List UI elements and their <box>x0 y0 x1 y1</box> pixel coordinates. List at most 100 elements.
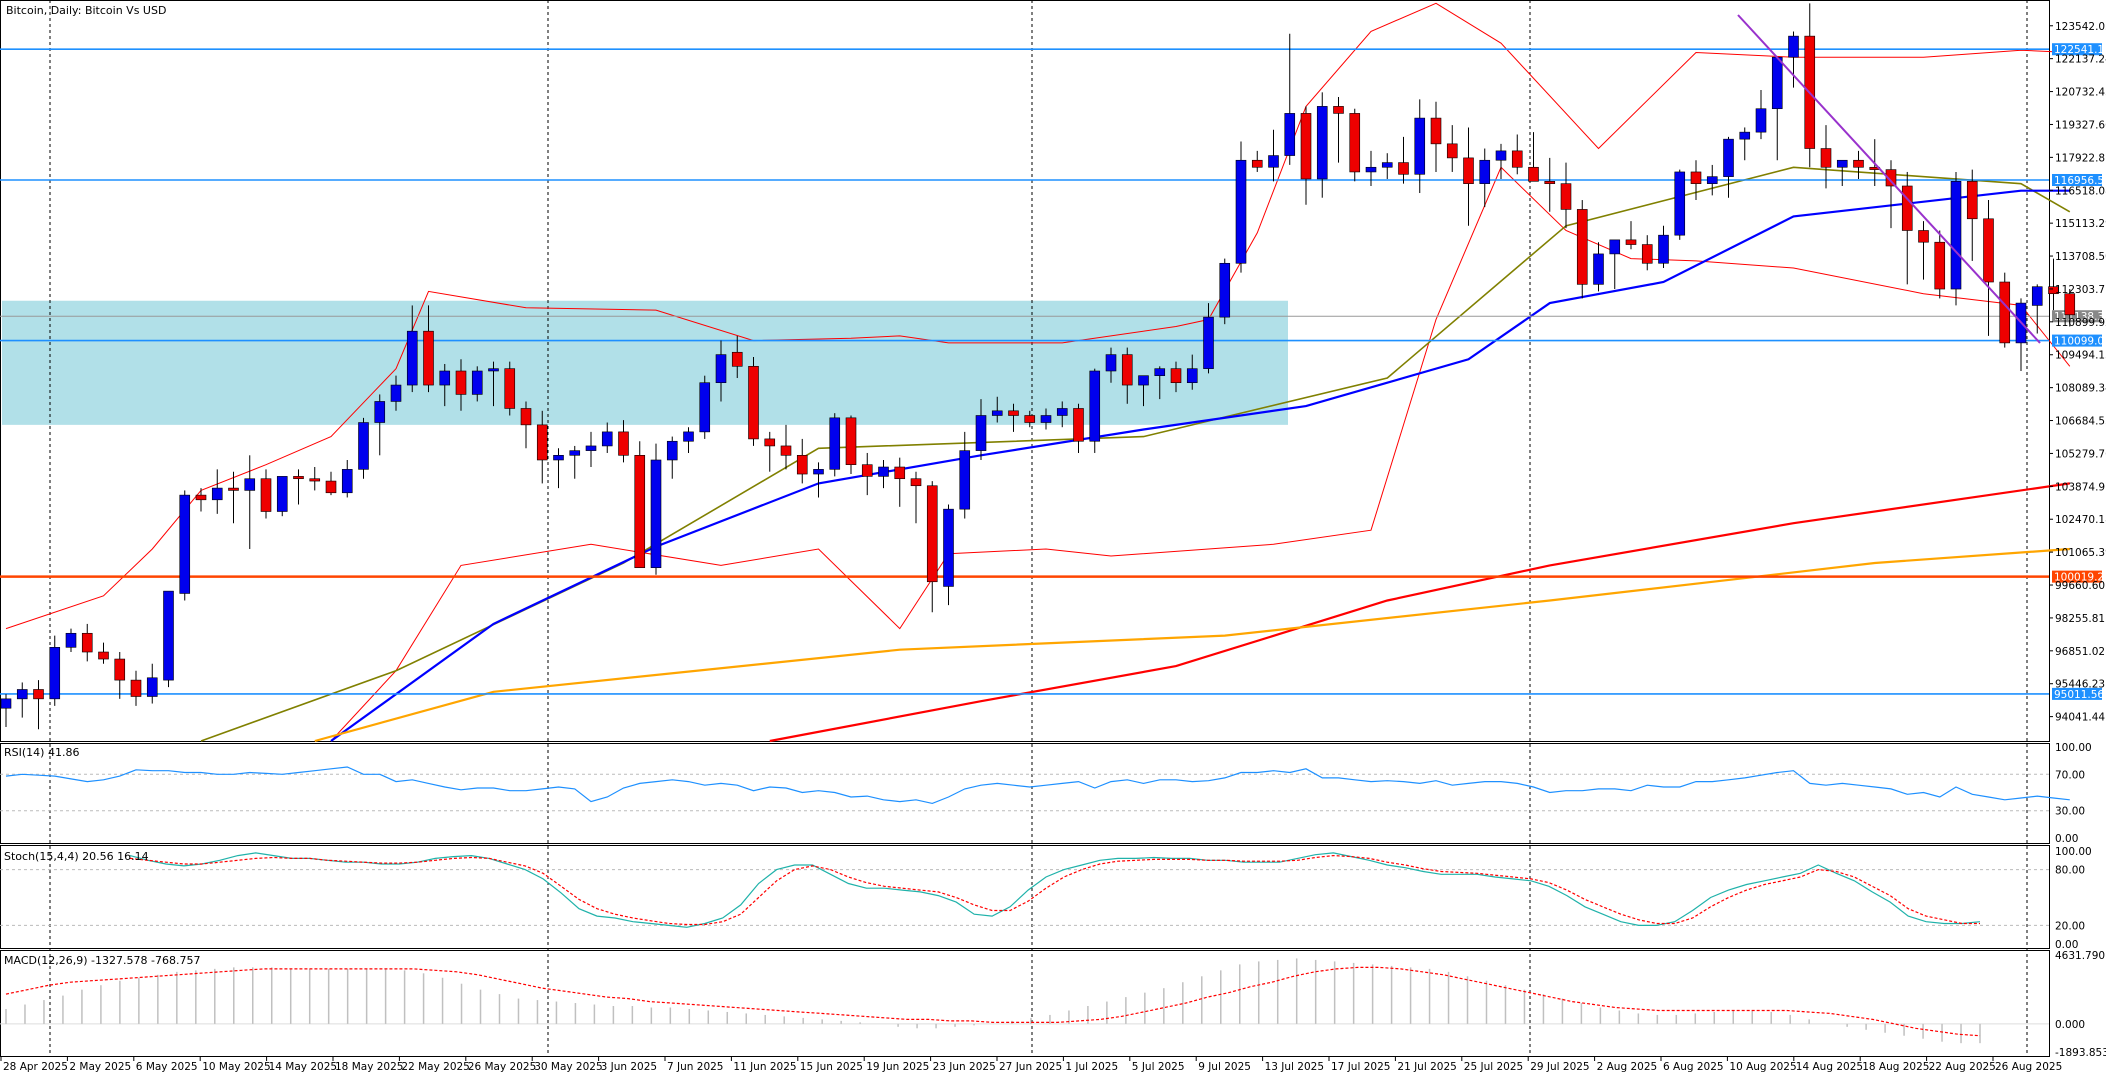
candle-body <box>1885 169 1897 187</box>
x-tick-label: 22 Aug 2025 <box>1929 1061 1996 1073</box>
candle-body <box>244 478 256 491</box>
rsi-tick-label: 0.00 <box>2055 833 2078 845</box>
candle-body <box>1788 35 1799 58</box>
candle-body <box>894 466 906 480</box>
x-tick-label: 28 Apr 2025 <box>3 1061 68 1073</box>
stoch-tick-label: 100.00 <box>2055 846 2092 858</box>
candle-body <box>439 370 451 386</box>
macd-tick-label: 0.000 <box>2055 1019 2085 1031</box>
candle-body <box>585 445 597 451</box>
y-tick-label: 109494.13 <box>2055 350 2106 362</box>
x-tick-label: 11 Jun 2025 <box>733 1061 796 1073</box>
x-tick-label: 10 May 2025 <box>202 1061 270 1073</box>
candle-body <box>780 445 792 456</box>
candle-body <box>49 647 61 700</box>
y-tick-label: 99660.60 <box>2055 580 2105 592</box>
candle-body <box>455 370 467 395</box>
y-tick-label: 120732.45 <box>2055 87 2106 99</box>
candle-body <box>65 632 77 648</box>
candle-body <box>1398 162 1409 175</box>
chart-title: Bitcoin, Daily: Bitcoin Vs USD <box>6 4 166 17</box>
bollinger-upper <box>5 2 2070 630</box>
horizontal-levels: 122541.12 116956.50 110099.07 100019.28 9501… <box>0 43 2106 701</box>
rsi-title: RSI(14) 41.86 <box>4 746 79 759</box>
candle-body <box>1739 131 1751 140</box>
candle-body <box>293 476 304 480</box>
level-tag-bg <box>2052 43 2102 56</box>
candle-body <box>1934 241 1946 290</box>
level-tag-bg <box>2052 173 2102 186</box>
x-tick-label: 19 Jun 2025 <box>866 1061 929 1073</box>
candle-body <box>1300 113 1312 180</box>
candle-body <box>1073 408 1084 442</box>
candle-body <box>910 478 922 487</box>
stoch-pane-frame <box>0 845 2050 949</box>
y-tick-label: 116518.08 <box>2055 185 2106 197</box>
candle-body <box>16 689 28 700</box>
macd-signal-line <box>5 966 1981 1037</box>
stoch-pane: Stoch(15,4,4) 20.56 16.14 <box>0 845 2050 949</box>
candle-body <box>1625 239 1637 245</box>
stoch-tick-label: 20.00 <box>2055 920 2085 932</box>
x-tick-label: 21 Jul 2025 <box>1397 1061 1456 1073</box>
candle-body <box>81 632 93 653</box>
candle-body <box>471 370 483 395</box>
candle-body <box>163 590 174 681</box>
candle-body <box>748 366 759 440</box>
x-tick-label: 5 Jul 2025 <box>1132 1061 1185 1073</box>
candle-body <box>374 401 386 423</box>
x-tick-label: 18 Aug 2025 <box>1862 1061 1929 1073</box>
x-tick-label: 26 May 2025 <box>468 1061 536 1073</box>
candle-body <box>1723 138 1734 177</box>
y-tick-label: 102470.18 <box>2055 514 2106 526</box>
macd-tick-label: 4631.790 <box>2055 950 2105 962</box>
moving-average-line <box>314 547 2070 743</box>
candle-body <box>845 417 857 465</box>
candle-body <box>1414 117 1426 175</box>
candle-body <box>715 354 727 384</box>
x-tick-label: 23 Jun 2025 <box>933 1061 996 1073</box>
y-tick-label: 95446.23 <box>2055 679 2105 691</box>
x-tick-label: 3 Jun 2025 <box>601 1061 657 1073</box>
candle-body <box>796 455 808 475</box>
candle-body <box>1853 159 1864 168</box>
candle-body <box>829 417 841 470</box>
candle-body <box>520 408 532 426</box>
x-tick-label: 22 May 2025 <box>401 1061 469 1073</box>
candle-body <box>1950 181 1962 290</box>
candle-body <box>1219 262 1231 318</box>
rsi-pane-frame <box>0 743 2050 844</box>
candle-body <box>553 455 564 461</box>
candle-body <box>666 440 678 461</box>
y-tick-label: 105279.76 <box>2055 448 2106 460</box>
candle-body <box>195 494 207 501</box>
candle-body <box>1560 183 1572 210</box>
level-tag: 95011.56 <box>2054 689 2104 701</box>
x-tick-label: 2 Aug 2025 <box>1597 1061 1658 1073</box>
supply-zone-rect <box>2 300 1288 425</box>
candle-body <box>1528 166 1539 182</box>
macd-pane-frame <box>0 950 2050 1057</box>
candle-body <box>33 689 44 700</box>
y-tick-label: 106684.55 <box>2055 416 2106 428</box>
y-tick-label: 96851.02 <box>2055 646 2105 658</box>
candle-body <box>1983 218 1994 283</box>
candle-body <box>1333 106 1344 114</box>
candle-body <box>650 459 662 569</box>
x-tick-label: 14 May 2025 <box>269 1061 337 1073</box>
x-tick-label: 1 Jul 2025 <box>1065 1061 1118 1073</box>
candle-body <box>179 494 191 594</box>
x-tick-label: 15 Jun 2025 <box>800 1061 863 1073</box>
candle-body <box>1901 185 1913 231</box>
candle-body <box>569 450 581 456</box>
rsi-tick-label: 70.00 <box>2055 769 2085 781</box>
candle-body <box>1544 181 1556 184</box>
candle-body <box>1268 155 1279 168</box>
candle-body <box>601 431 613 447</box>
macd-tick-label: -1893.853 <box>2055 1047 2106 1059</box>
candle-body <box>975 415 987 451</box>
x-tick-label: 25 Jul 2025 <box>1464 1061 1523 1073</box>
candle-body <box>1251 159 1263 168</box>
candle-body <box>1593 253 1604 285</box>
